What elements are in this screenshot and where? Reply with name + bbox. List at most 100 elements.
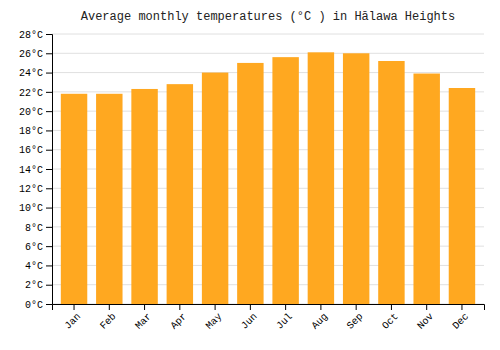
tick: 20°C: [19, 107, 52, 118]
bar: [308, 52, 334, 304]
tick: 2°C: [25, 280, 52, 291]
tick-mark: [320, 304, 321, 310]
tick: 22°C: [19, 88, 52, 99]
bars: [61, 52, 475, 304]
tick-mark: [391, 304, 392, 310]
tick-mark: [46, 227, 52, 228]
tick: 28°C: [19, 30, 52, 41]
tick: 4°C: [25, 261, 52, 272]
tick: Apr: [169, 304, 190, 332]
tick: Feb: [98, 304, 119, 332]
grid-line: [52, 72, 484, 73]
tick-mark: [46, 150, 52, 151]
tick: 10°C: [19, 203, 52, 214]
grid-line: [52, 53, 484, 54]
tick-label: 0°C: [25, 300, 43, 311]
tick: May: [204, 304, 225, 332]
tick-label: Jan: [63, 311, 84, 332]
bar: [378, 61, 404, 304]
tick-mark: [46, 208, 52, 209]
tick-label: 24°C: [19, 68, 43, 79]
tick-label: Feb: [98, 311, 119, 332]
tick: Sep: [345, 304, 366, 332]
chart: 0°C 2°C 4°C 6°C 8°C 10°C 12°C 14°C 16°C 18°C 20°C 2…: [0, 0, 500, 350]
tick: Dec: [451, 304, 472, 332]
tick-label: Jul: [274, 311, 295, 332]
tick-label: Apr: [169, 311, 190, 332]
tick-mark: [46, 246, 52, 247]
tick-label: Aug: [310, 311, 331, 332]
bar: [413, 74, 439, 304]
tick-label: 26°C: [19, 49, 43, 60]
tick: Jun: [239, 304, 260, 332]
tick: Oct: [380, 304, 401, 332]
tick: 0°C: [25, 300, 52, 311]
tick-label: Sep: [345, 311, 366, 332]
tick-mark: [46, 73, 52, 74]
tick-mark: [285, 304, 286, 310]
tick-label: 12°C: [19, 184, 43, 195]
tick-mark: [144, 304, 145, 310]
tick: 12°C: [19, 184, 52, 195]
tick: Aug: [310, 304, 331, 332]
tick-mark: [46, 92, 52, 93]
tick-mark: [179, 304, 180, 310]
y-axis: 0°C 2°C 4°C 6°C 8°C 10°C 12°C 14°C 16°C 18°C 20°C 2…: [19, 30, 53, 311]
tick-label: Nov: [415, 311, 436, 332]
bar: [96, 94, 122, 304]
tick-label: Oct: [380, 311, 401, 332]
tick: 18°C: [19, 126, 52, 137]
bar: [167, 84, 193, 304]
tick: Jul: [274, 304, 295, 332]
tick-label: Dec: [451, 311, 472, 332]
tick: Nov: [415, 304, 436, 332]
bar: [272, 57, 298, 304]
title: Average monthly temperatures (°C ) in Hā…: [81, 10, 455, 24]
tick-label: May: [204, 311, 225, 332]
tick: 16°C: [19, 145, 52, 156]
tick-mark: [46, 265, 52, 266]
tick: 26°C: [19, 49, 52, 60]
tick-mark: [109, 304, 110, 310]
grid: [52, 34, 484, 304]
tick-label: 20°C: [19, 107, 43, 118]
tick-mark: [46, 188, 52, 189]
x-axis: Jan Feb Mar Apr May Jun Jul Aug Sep Oct Nov Dec: [53, 304, 485, 332]
bar: [202, 73, 228, 304]
bar: [343, 53, 369, 304]
tick-label: 18°C: [19, 126, 43, 137]
tick-mark: [356, 304, 357, 310]
tick-mark: [250, 304, 251, 310]
axis-line: [46, 35, 53, 305]
tick-label: 8°C: [25, 223, 43, 234]
tick-label: 6°C: [25, 242, 43, 253]
tick-label: 2°C: [25, 280, 43, 291]
tick: 14°C: [19, 165, 52, 176]
tick-mark: [426, 304, 427, 310]
tick-mark: [46, 169, 52, 170]
tick-mark: [46, 130, 52, 131]
tick-label: Mar: [133, 311, 154, 332]
axis-line: [53, 305, 485, 311]
tick: 24°C: [19, 68, 52, 79]
bar: [61, 94, 87, 304]
tick-label: 10°C: [19, 203, 43, 214]
tick-mark: [46, 53, 52, 54]
tick: 6°C: [25, 242, 52, 253]
tick: 8°C: [25, 223, 52, 234]
tick-label: 4°C: [25, 261, 43, 272]
tick-mark: [461, 304, 462, 310]
tick-mark: [46, 34, 52, 35]
grid-line: [52, 34, 484, 35]
tick-label: 28°C: [19, 30, 43, 41]
tick-mark: [46, 111, 52, 112]
tick-mark: [46, 285, 52, 286]
tick: Mar: [133, 304, 154, 332]
tick-mark: [215, 304, 216, 310]
tick: Jan: [63, 304, 84, 332]
bar: [449, 88, 475, 304]
tick-mark: [74, 304, 75, 310]
tick-mark: [46, 304, 52, 305]
tick-label: 14°C: [19, 165, 43, 176]
bar: [131, 89, 157, 304]
